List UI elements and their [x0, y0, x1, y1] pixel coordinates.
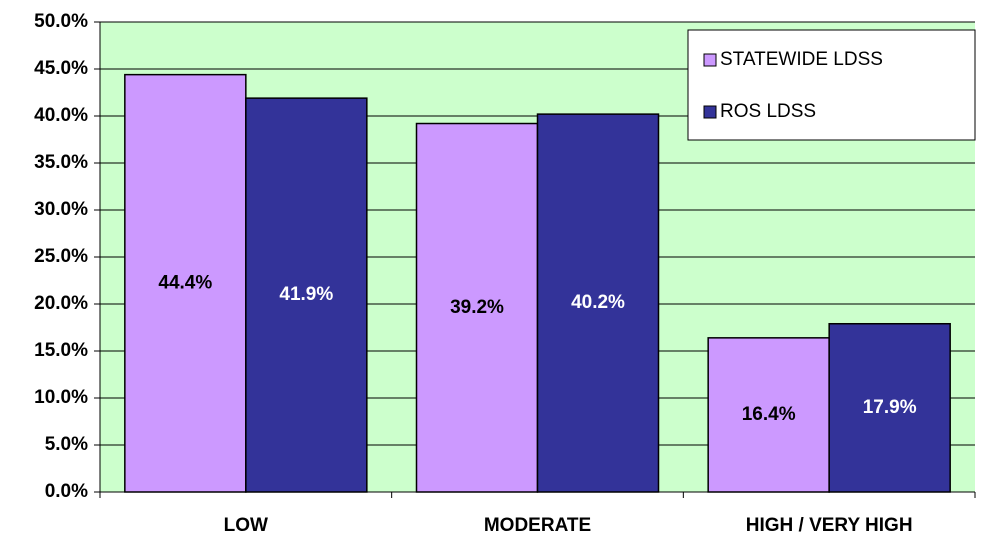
y-tick-label: 35.0% [34, 152, 88, 173]
legend-label: STATEWIDE LDSS [720, 49, 883, 70]
x-tick-label: LOW [224, 515, 268, 536]
legend-label: ROS LDSS [720, 101, 816, 122]
legend-swatch [703, 105, 717, 119]
data-label: 17.9% [863, 397, 917, 418]
x-tick-label: MODERATE [484, 515, 591, 536]
y-tick-label: 0.0% [45, 481, 88, 502]
data-label: 16.4% [742, 404, 796, 425]
y-tick-label: 40.0% [34, 105, 88, 126]
data-label: 39.2% [450, 297, 504, 318]
bar [245, 97, 368, 493]
y-tick-label: 20.0% [34, 293, 88, 314]
data-label: 40.2% [571, 292, 625, 313]
bar [707, 337, 830, 493]
y-tick-label: 15.0% [34, 340, 88, 361]
legend-swatch [703, 53, 717, 67]
data-label: 41.9% [279, 284, 333, 305]
y-tick-label: 25.0% [34, 246, 88, 267]
bar [536, 113, 660, 493]
y-tick-label: 10.0% [34, 387, 88, 408]
data-label: 44.4% [158, 272, 212, 293]
y-tick-label: 50.0% [34, 11, 88, 32]
x-tick-label: HIGH / VERY HIGH [746, 515, 913, 536]
y-tick-label: 5.0% [45, 434, 88, 455]
legend [687, 29, 976, 141]
bar [828, 322, 951, 493]
bar [124, 73, 247, 493]
y-tick-label: 45.0% [34, 58, 88, 79]
y-tick-label: 30.0% [34, 199, 88, 220]
